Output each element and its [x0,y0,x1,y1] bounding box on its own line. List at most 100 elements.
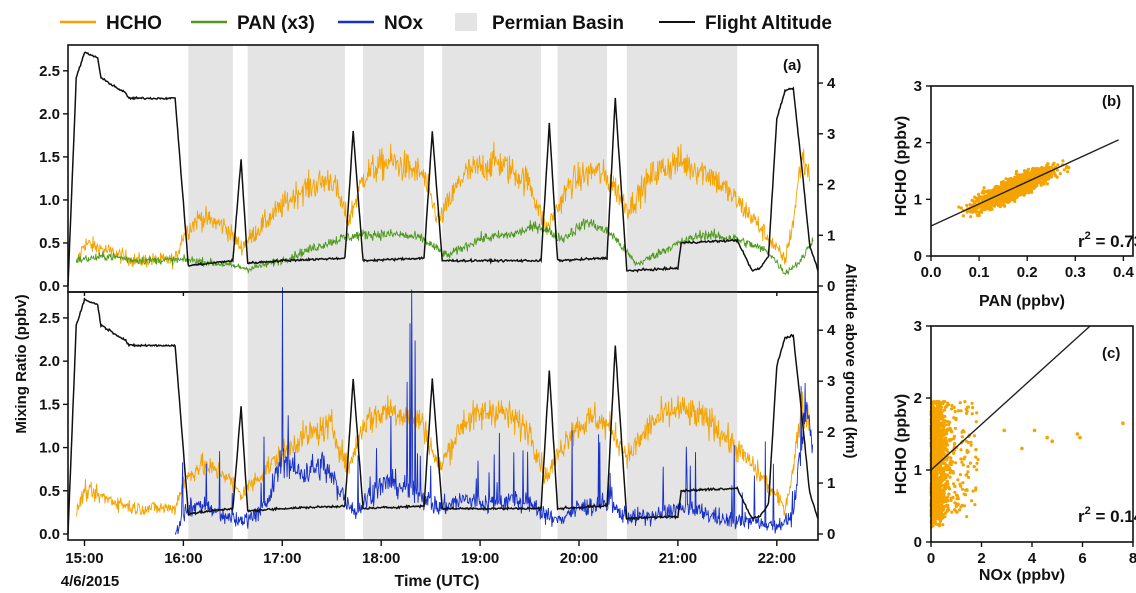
scatter-point [952,451,956,455]
scatter-point [932,519,936,523]
scatter-point [969,215,973,219]
scatter-point [966,470,970,474]
scatter-point [972,434,977,438]
scatter-point [937,517,942,521]
scatter-point [962,492,966,496]
scatter-point [946,499,950,503]
scatter-point [960,487,965,491]
scatter-point [993,187,997,191]
scatter-point [965,203,969,207]
scatter-point [1040,166,1044,170]
scatter-point [1042,179,1046,183]
scatter-point [937,489,941,493]
scatter-point [937,444,941,449]
scatter-point [982,186,986,190]
scatter-point [988,206,992,210]
permian-region-bottom-0 [188,292,233,540]
scatter-point [953,490,957,494]
scatter-point [1005,181,1009,185]
scatter-point [942,446,946,450]
scatter-point [973,503,977,507]
scatter-point [934,434,938,438]
scatter-point [1036,177,1040,181]
scatter-point [948,471,952,475]
scatter-point [971,489,975,493]
y-tick-label-bottom-4: 2.0 [39,353,60,370]
scatter-point [937,494,941,498]
scatter-point [934,457,938,461]
scatter-point [959,457,963,461]
scatter-point [1047,175,1051,179]
scatter-point [948,420,952,424]
scatter-point [1002,202,1006,206]
panel-b-label: (b) [1102,93,1121,110]
time-series-top-panel: 0.0 0.5 1.0 1.5 2.0 2.5 0 1 2 3 4 [39,44,836,296]
scatter-hcho-vs-pan: 0.0 0.1 0.2 0.3 0.4 0 1 2 3 [914,78,1135,281]
scatter-point [1004,177,1008,181]
scatter-point [943,405,948,409]
scatter-point [968,461,973,465]
scatter-point [1028,188,1032,192]
scatter-point [974,420,978,424]
scatter-point [1046,162,1050,166]
y-tick-label-1: 1 [914,191,922,208]
scatter-point [947,487,952,491]
scatter-point [957,205,961,209]
scatter-point [943,504,947,508]
scatter-point [974,455,978,459]
scatter-point [1016,175,1020,179]
scatter-point [961,463,965,467]
scatter-point [966,440,971,445]
scatter-point [969,210,973,214]
scatter-point [943,515,947,519]
scatter-point [949,462,953,467]
scatter-point [951,482,956,486]
scatter-hcho-vs-nox: 0 2 4 6 8 0 1 2 3 [914,318,1136,567]
scatter-point [974,210,978,214]
x-tick-label-0: 0 [927,550,935,567]
scatter-point [1039,183,1043,187]
y-tick-label-2: 2 [914,135,922,152]
y2-tick-label-bottom-1: 1 [827,475,835,492]
x-tick-label-4: 8 [1129,550,1136,567]
scatter-point [931,408,935,412]
scatter-point [934,420,938,424]
y2-tick-label-bottom-4: 4 [827,322,836,339]
scatter-point [1002,185,1006,189]
scatter-point [940,413,944,417]
scatter-point [1008,182,1012,186]
scatter-point [983,208,987,212]
legend-altitude-label: Flight Altitude [705,13,832,34]
y2-tick-label-bottom-0: 0 [827,526,835,543]
scatter-point [950,403,954,408]
scatter-point [942,408,947,412]
scatter-point [949,456,953,460]
scatter-point [953,484,957,488]
scatter-outlier-7 [1002,428,1007,433]
scatter-point [975,461,979,465]
y2-tick-label-top-2: 2 [827,177,835,194]
scatter-point [1023,187,1027,191]
scatter-point [1034,184,1038,188]
scatter-point [972,465,976,469]
scatter-frame [930,85,1134,257]
scatter-point [947,492,951,496]
ylabel-mixing-ratio: Mixing Ratio (ppbv) [13,294,30,433]
x-date-label: 4/6/2015 [61,573,119,590]
legend-nox-label: NOx [384,13,424,34]
scatter-point [958,401,962,405]
scatter-point [1022,185,1026,189]
scatter-point [964,407,968,411]
scatter-point [940,479,944,483]
scatter-point [933,506,937,510]
scatter-point [936,414,940,418]
scatter-point [1044,175,1048,179]
scatter-point [1019,187,1023,191]
scatter-point [940,509,944,513]
scatter-point [937,524,941,528]
panel-c-r2: r2 = 0.14 [1078,505,1136,526]
scatter-point [1025,175,1029,179]
y2-tick-label-top-1: 1 [827,227,835,244]
scatter-point [937,417,941,421]
scatter-point [934,416,938,420]
